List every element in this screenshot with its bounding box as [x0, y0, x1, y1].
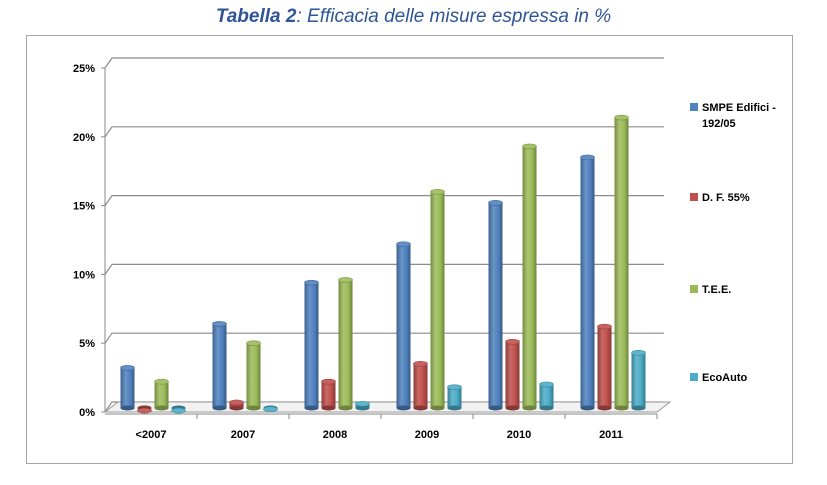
gridline	[104, 57, 664, 69]
chart-title-rest: : Efficacia delle misure espressa in %	[296, 6, 612, 27]
bar-top	[614, 114, 629, 121]
chart-title-bold: Tabella 2	[215, 6, 297, 27]
bar-top	[246, 340, 261, 347]
bar-base	[321, 405, 336, 411]
bar-ecoauto	[447, 387, 462, 408]
legend-swatch	[690, 193, 698, 201]
chart-title: Tabella 2: Efficacia delle misure espres…	[0, 6, 827, 28]
bar-top	[355, 400, 370, 407]
legend-item: T.E.E.	[690, 282, 802, 298]
x-tick-label: 2011	[599, 429, 623, 441]
bar-top	[304, 279, 319, 286]
x-tick-label: 2008	[323, 429, 347, 441]
bar-base	[597, 405, 612, 411]
bar-top	[212, 321, 227, 327]
bar-base	[539, 405, 554, 411]
bar-base	[396, 405, 411, 411]
bar-t-e-e-	[338, 279, 353, 408]
bar-d-f-55-	[321, 381, 336, 408]
chart-frame	[26, 35, 793, 464]
bar-top	[631, 350, 646, 356]
bar-top	[321, 378, 336, 385]
legend-label: SMPE Edifici - 192/05	[702, 102, 776, 130]
bar-top	[396, 241, 411, 247]
y-tick-label: 15%	[73, 201, 95, 213]
y-tick-label: 10%	[73, 269, 95, 281]
bar-ecoauto	[631, 352, 646, 408]
y-tick-label: 5%	[79, 338, 95, 350]
legend-swatch	[690, 103, 698, 111]
bar-d-f-55-	[597, 326, 612, 408]
bar-top	[447, 384, 462, 391]
bar-top	[597, 323, 612, 330]
bar-base	[447, 405, 462, 411]
x-tick-label: 2007	[231, 429, 255, 441]
bar-t-e-e-	[614, 117, 629, 408]
y-tick-label: 25%	[73, 63, 95, 75]
bar-top	[263, 406, 278, 413]
x-tick-label: 2009	[415, 429, 439, 441]
bar-base	[246, 405, 261, 411]
gridline	[104, 126, 664, 138]
bar-smpe-edifici-192-05	[212, 323, 227, 408]
bar-top	[505, 339, 520, 345]
bar-top	[120, 365, 135, 371]
bar-base	[154, 405, 169, 411]
bar-base	[120, 405, 135, 411]
bar-d-f-55-	[505, 341, 520, 408]
bar-top	[539, 381, 554, 388]
gridline	[104, 195, 664, 206]
bar-t-e-e-	[246, 343, 261, 408]
x-tick-label: <2007	[136, 429, 167, 441]
bar-top	[171, 407, 186, 414]
bar-t-e-e-	[430, 191, 445, 408]
bar-base	[413, 405, 428, 411]
bar-top	[229, 399, 244, 406]
bar-base	[488, 405, 503, 411]
bar-top	[413, 361, 428, 367]
bar-d-f-55-	[229, 402, 244, 408]
gridline	[104, 263, 664, 275]
bar-smpe-edifici-192-05	[304, 282, 319, 408]
legend-swatch	[690, 285, 698, 293]
y-tick-label: 20%	[73, 132, 95, 144]
bar-top	[338, 277, 353, 283]
bar-base	[338, 405, 353, 411]
bar-base	[355, 405, 370, 411]
bar-base	[631, 405, 646, 411]
bar-top	[522, 143, 537, 150]
bar-t-e-e-	[522, 146, 537, 408]
x-tick-label: 2010	[507, 429, 531, 441]
bar-base	[522, 405, 537, 411]
legend-item: SMPE Edifici - 192/05	[690, 100, 802, 132]
bar-base	[430, 405, 445, 411]
bar-base	[580, 405, 595, 411]
legend-item: EcoAuto	[690, 370, 802, 386]
bar-base	[304, 405, 319, 411]
bar-smpe-edifici-192-05	[396, 244, 411, 408]
bar-base	[614, 405, 629, 411]
bar-top	[137, 407, 152, 414]
bar-base	[505, 405, 520, 411]
legend-swatch	[690, 373, 698, 381]
bar-base	[212, 405, 227, 411]
bar-base	[229, 405, 244, 411]
bar-ecoauto	[539, 384, 554, 408]
bar-smpe-edifici-192-05	[580, 157, 595, 408]
bar-top	[580, 154, 595, 161]
y-tick-label: 0%	[79, 407, 95, 419]
legend-label: T.E.E.	[702, 284, 732, 296]
bar-top	[488, 200, 503, 206]
bar-t-e-e-	[154, 381, 169, 408]
bar-smpe-edifici-192-05	[120, 367, 135, 408]
legend-label: EcoAuto	[702, 372, 748, 384]
bar-top	[154, 378, 169, 385]
bar-top	[430, 189, 445, 195]
gridline	[104, 332, 664, 344]
bar-smpe-edifici-192-05	[488, 202, 503, 408]
legend-item: D. F. 55%	[690, 190, 802, 206]
legend-label: D. F. 55%	[702, 192, 750, 204]
bar-d-f-55-	[413, 363, 428, 408]
